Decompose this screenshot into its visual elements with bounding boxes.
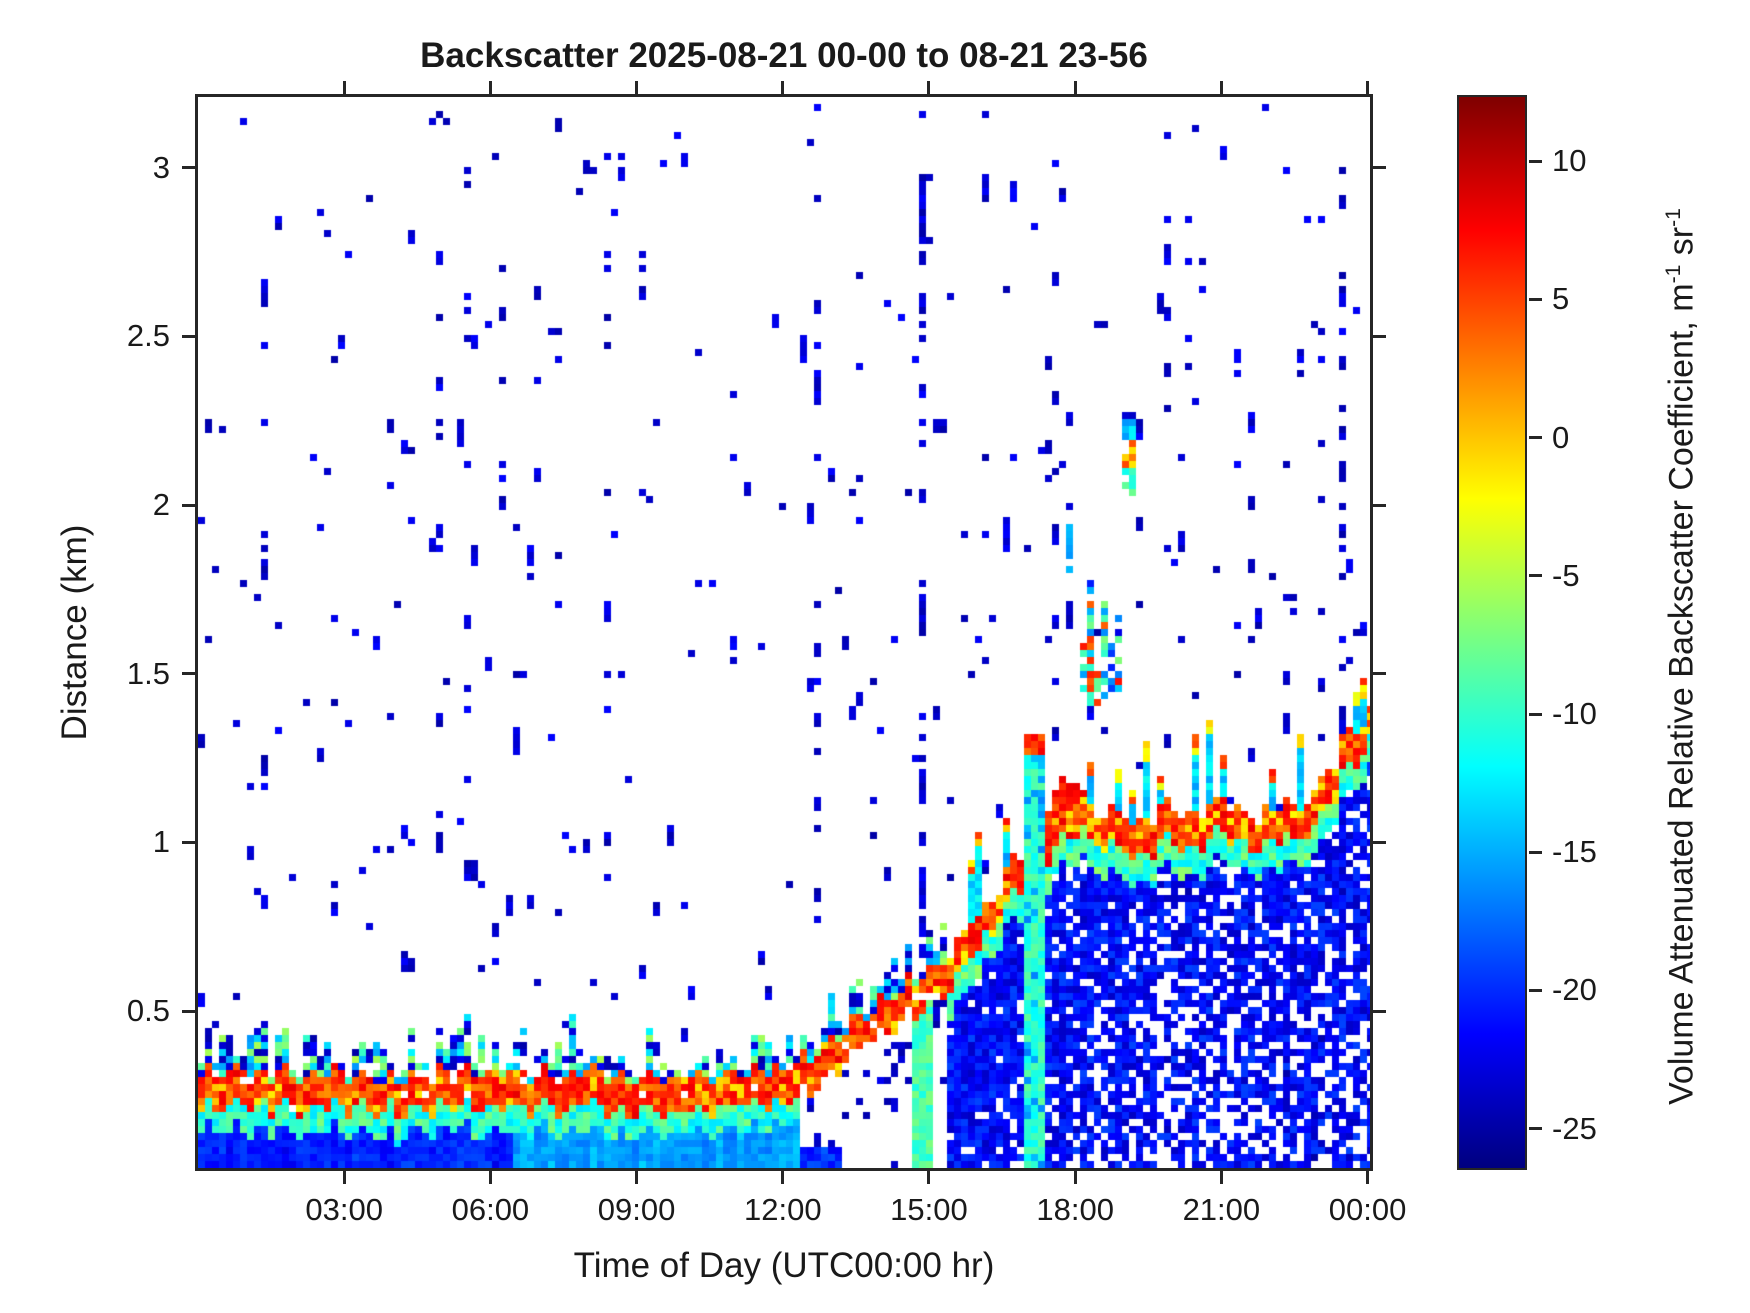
colorbar-tick <box>1529 1127 1542 1131</box>
colorbar-label-sup2: -1 <box>1662 208 1685 227</box>
colorbar-tick <box>1529 712 1542 716</box>
y-tick <box>182 840 195 844</box>
x-tick <box>342 1171 346 1184</box>
y-axis-label: Distance (km) <box>55 524 94 741</box>
colorbar-tick <box>1529 297 1542 301</box>
colorbar-tick-label: -15 <box>1552 834 1597 870</box>
x-tick <box>488 1171 492 1184</box>
x-tick-label: 21:00 <box>1182 1192 1261 1227</box>
x-tick <box>781 1171 785 1184</box>
y-tick <box>182 334 195 338</box>
x-tick-label: 00:00 <box>1328 1192 1407 1227</box>
x-tick-label: 06:00 <box>451 1192 530 1227</box>
y-tick <box>182 166 195 170</box>
y-tick-label: 1 <box>152 824 170 860</box>
colorbar-label-mid: sr <box>1662 226 1701 265</box>
y-tick-label: 3 <box>152 149 170 185</box>
colorbar-tick-label: 10 <box>1552 143 1587 179</box>
colorbar-label-sup1: -1 <box>1662 264 1685 284</box>
x-tick-top <box>635 81 639 94</box>
colorbar-label-text: Volume Attenuated Relative Backscatter C… <box>1662 283 1701 1105</box>
x-tick-label: 15:00 <box>890 1192 968 1227</box>
colorbar-gradient <box>1459 97 1525 1168</box>
y-tick-right <box>1373 840 1386 844</box>
y-tick-label: 2 <box>152 487 170 523</box>
x-tick <box>1073 1171 1077 1184</box>
y-tick-right <box>1373 334 1386 338</box>
y-tick-right <box>1373 503 1386 507</box>
chart-title: Backscatter 2025-08-21 00-00 to 08-21 23… <box>420 36 1148 75</box>
x-tick-top <box>342 81 346 94</box>
colorbar <box>1457 95 1527 1170</box>
colorbar-tick <box>1529 159 1542 163</box>
x-tick <box>635 1171 639 1184</box>
colorbar-tick-label: 0 <box>1552 419 1570 455</box>
colorbar-tick <box>1529 988 1542 992</box>
x-tick <box>927 1171 931 1184</box>
colorbar-tick-label: -25 <box>1552 1110 1597 1146</box>
x-tick-top <box>927 81 931 94</box>
colorbar-label: Volume Attenuated Relative Backscatter C… <box>1646 0 1702 1313</box>
colorbar-tick <box>1529 574 1542 578</box>
y-tick <box>182 503 195 507</box>
colorbar-tick-label: -5 <box>1552 557 1580 593</box>
x-tick-label: 12:00 <box>743 1192 822 1227</box>
x-tick-label: 18:00 <box>1036 1192 1114 1227</box>
x-tick-label: 03:00 <box>305 1192 383 1227</box>
x-tick-top <box>1366 81 1370 94</box>
x-tick-label: 09:00 <box>597 1192 676 1227</box>
x-tick-top <box>488 81 492 94</box>
y-tick-right <box>1373 672 1386 676</box>
x-axis-label: Time of Day (UTC00:00 hr) <box>573 1246 995 1285</box>
x-tick-top <box>1073 81 1077 94</box>
colorbar-tick-label: -20 <box>1552 972 1597 1008</box>
y-tick <box>182 672 195 676</box>
y-tick-right <box>1373 166 1386 170</box>
colorbar-tick <box>1529 850 1542 854</box>
x-tick <box>1219 1171 1223 1184</box>
y-tick-label: 2.5 <box>126 318 170 354</box>
backscatter-heatmap <box>198 97 1370 1168</box>
colorbar-tick <box>1529 436 1542 440</box>
x-tick <box>1366 1171 1370 1184</box>
y-tick-label: 0.5 <box>126 993 170 1029</box>
colorbar-tick-label: 5 <box>1552 281 1570 317</box>
plot-area <box>195 94 1373 1171</box>
colorbar-tick-label: -10 <box>1552 696 1597 732</box>
y-tick-label: 1.5 <box>126 655 170 691</box>
x-tick-top <box>1219 81 1223 94</box>
x-tick-top <box>781 81 785 94</box>
y-tick-right <box>1373 1009 1386 1013</box>
y-tick <box>182 1009 195 1013</box>
